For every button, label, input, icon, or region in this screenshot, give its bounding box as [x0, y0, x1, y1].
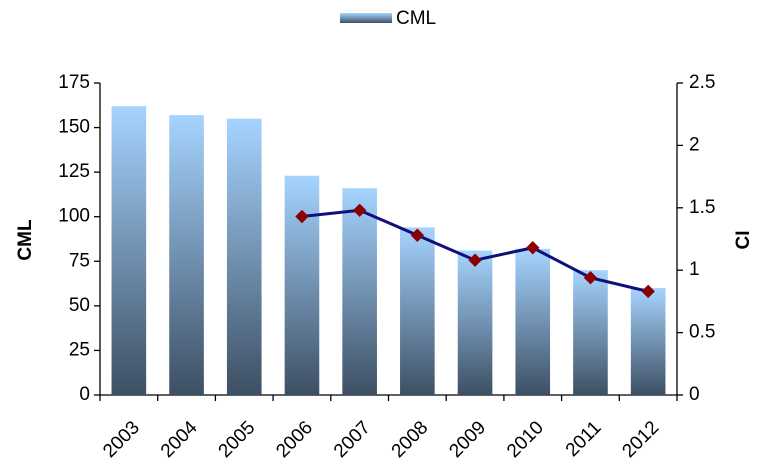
- line-marker: [641, 284, 655, 299]
- y-tick-label: 150: [58, 117, 90, 138]
- bar: [169, 115, 204, 395]
- y2-tick-label: 2.5: [689, 72, 715, 93]
- x-tick-label: 2005: [215, 417, 260, 462]
- y-tick-label: 50: [69, 295, 90, 316]
- y2-tick-label: 2: [689, 134, 700, 155]
- bar: [400, 227, 435, 395]
- line-marker: [468, 253, 482, 267]
- x-tick-label: 2004: [157, 417, 202, 462]
- bar: [573, 270, 608, 395]
- line-marker: [352, 203, 367, 218]
- x-tick-label: 2009: [445, 417, 490, 462]
- bar: [284, 175, 320, 395]
- y-tick-label: 125: [58, 161, 90, 182]
- x-tick-label: 2010: [503, 417, 548, 462]
- y2-axis-title: CI: [733, 231, 754, 250]
- x-tick-label: 2007: [330, 417, 375, 462]
- y2-tick-label: 0.5: [689, 322, 715, 343]
- x-tick-label: 2003: [99, 417, 144, 462]
- y-tick-label: 75: [69, 250, 90, 271]
- x-tick-label: 2008: [388, 417, 433, 462]
- bar: [630, 288, 666, 395]
- legend-swatch: [340, 13, 392, 23]
- line-marker: [410, 228, 425, 242]
- line-marker: [526, 241, 540, 255]
- bar: [457, 250, 493, 395]
- line-marker: [295, 209, 309, 224]
- x-tick-label: 2012: [618, 417, 663, 462]
- y-tick-label: 25: [69, 339, 90, 360]
- y2-tick-label: 1: [689, 259, 700, 280]
- y-tick-label: 175: [58, 72, 90, 93]
- y-tick-label: 100: [58, 206, 90, 227]
- bar: [226, 118, 262, 396]
- y2-tick-label: 0: [689, 384, 700, 405]
- y2-tick-label: 1.5: [689, 197, 715, 218]
- bar: [111, 106, 147, 396]
- x-tick-label: 2006: [272, 417, 317, 462]
- line-marker: [583, 270, 598, 285]
- y-tick-label: 0: [79, 384, 90, 405]
- bar: [515, 248, 551, 395]
- legend-label: CML: [396, 8, 436, 29]
- x-tick-label: 2011: [562, 417, 606, 461]
- y-axis-title: CML: [15, 219, 36, 261]
- bar: [342, 188, 377, 395]
